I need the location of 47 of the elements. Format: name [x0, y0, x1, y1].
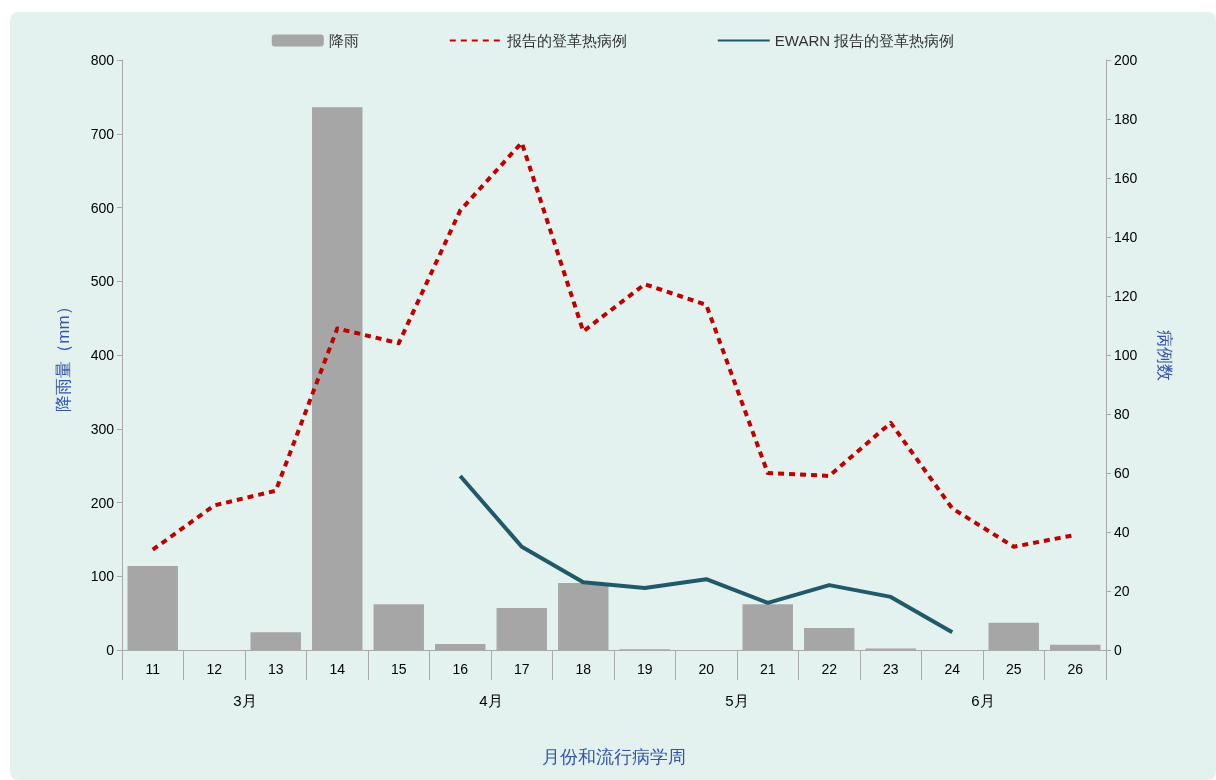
legend-label: 降雨	[328, 32, 359, 49]
x-tick-label: 18	[575, 661, 592, 677]
x-tick-label: 23	[882, 661, 899, 677]
y-tick-label: 100	[90, 568, 115, 585]
x-tick-label: 11	[145, 661, 161, 677]
y2-tick-label: 140	[1114, 229, 1138, 245]
x-tick-label: 12	[206, 661, 223, 677]
y-tick-label: 200	[90, 494, 115, 511]
y2-tick-label: 80	[1114, 406, 1130, 422]
text: 4月	[479, 691, 503, 709]
x-tick-label: 26	[1067, 661, 1084, 677]
x-tick-label: 13	[267, 661, 284, 677]
y2-tick-label: 0	[1114, 642, 1122, 658]
x-tick-label: 14	[329, 661, 346, 677]
y-tick-label: 600	[90, 199, 115, 216]
y2-tick-label: 160	[1114, 170, 1138, 186]
x-tick-label: 17	[513, 661, 530, 677]
x-tick-label: 19	[636, 661, 653, 677]
y-tick-label: 800	[90, 52, 115, 68]
x-tick-label: 25	[1005, 661, 1022, 677]
y2-tick-label: 20	[1114, 583, 1130, 599]
y-tick-label: 300	[90, 420, 115, 437]
y-tick-label: 400	[90, 347, 115, 363]
line-series	[458, 473, 955, 635]
x-tick-label: 24	[944, 661, 961, 677]
y-tick-label: 0	[106, 642, 115, 658]
y2-axis-title: 病例数	[1155, 329, 1174, 381]
text: 6月	[971, 691, 995, 709]
y2-tick-label: 200	[1114, 52, 1138, 68]
y2-tick-label: 60	[1114, 465, 1130, 481]
y2-tick-label: 120	[1114, 288, 1138, 304]
legend-label: 报告的登革热病例	[505, 32, 627, 49]
y-tick-label: 500	[90, 273, 115, 290]
y-tick-label: 700	[90, 125, 115, 142]
y2-tick-label: 180	[1114, 111, 1138, 127]
x-tick-label: 15	[390, 661, 407, 677]
x-tick-label: 21	[759, 661, 776, 677]
x-tick-label: 16	[452, 661, 469, 677]
y2-tick-label: 40	[1114, 524, 1130, 540]
x-tick-label: 22	[821, 661, 838, 677]
legend-label: EWARN 报告的登革热病例	[774, 32, 955, 49]
y2-tick-label: 100	[1114, 347, 1138, 363]
x-axis-title: 月份和流行病学周	[542, 747, 686, 767]
text: 3月	[233, 691, 257, 709]
y-axis-title: 降雨量（mm）	[54, 298, 73, 412]
x-tick-label: 20	[698, 661, 715, 677]
text: 5月	[725, 691, 749, 709]
